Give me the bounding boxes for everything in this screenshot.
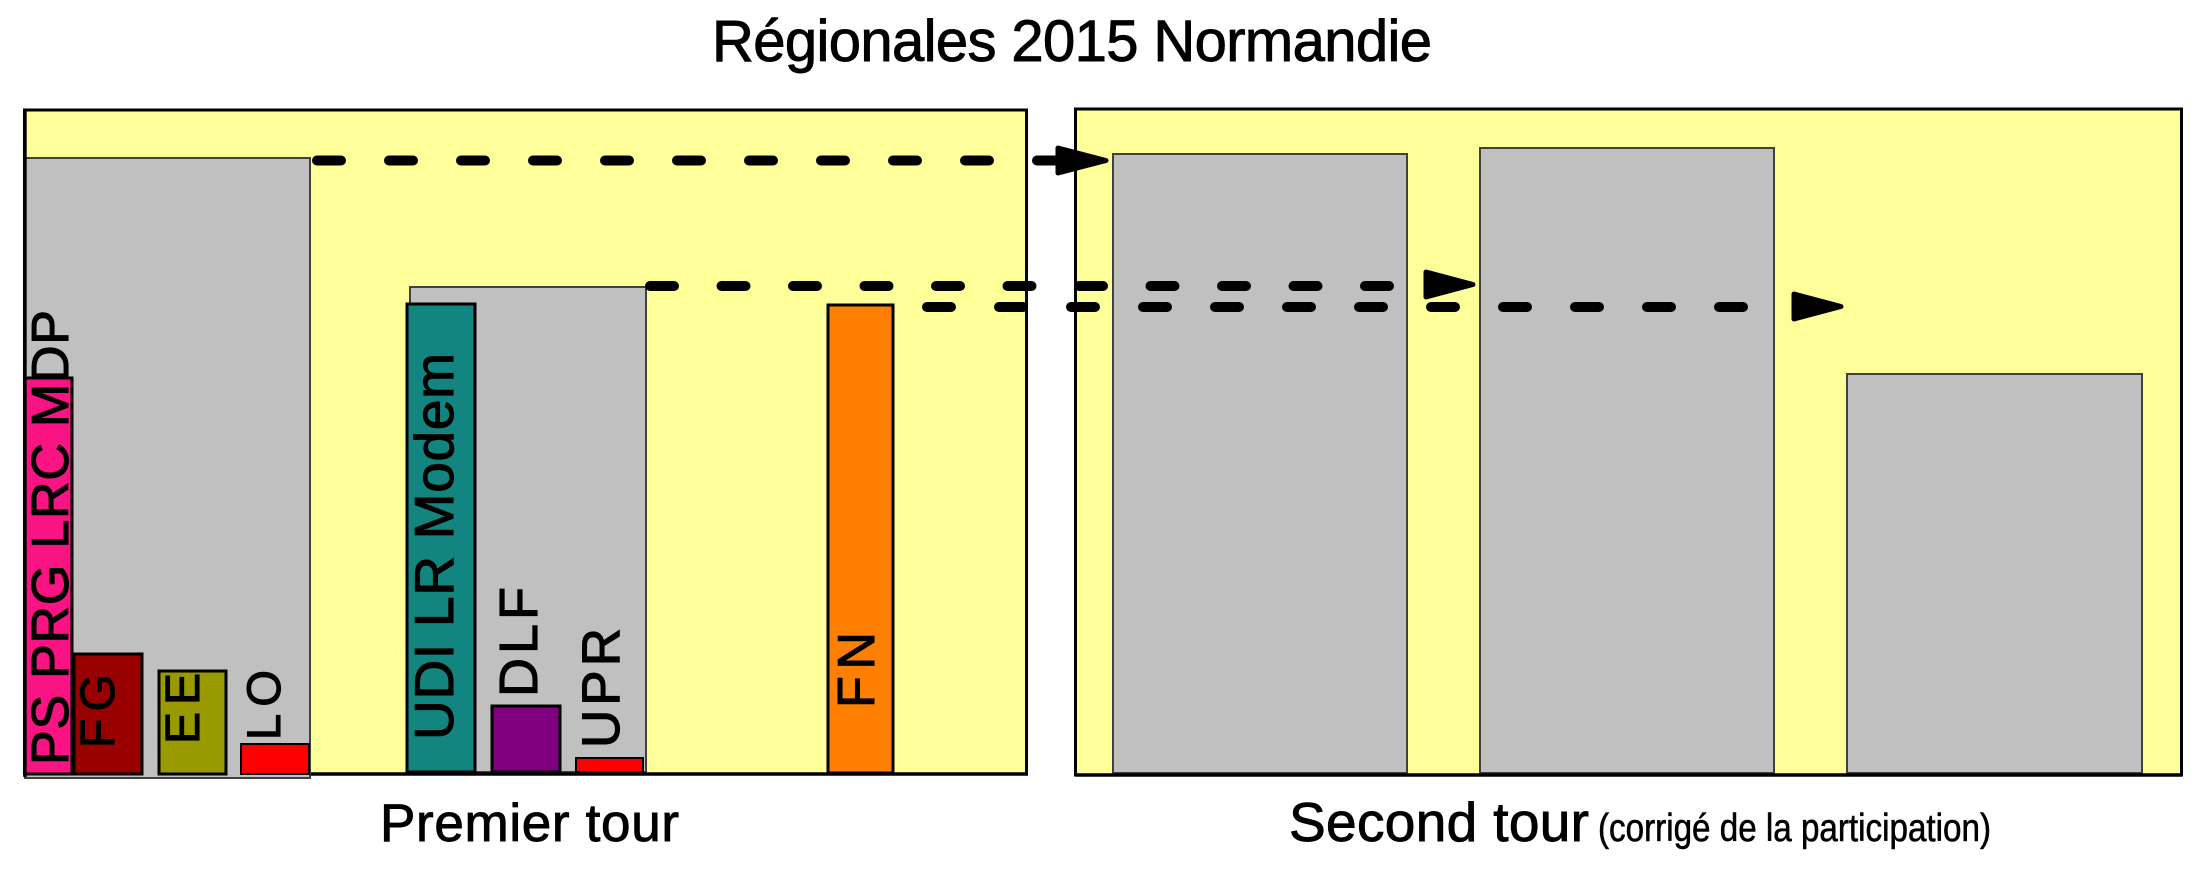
svg-text:(corrigé de la participation): (corrigé de la participation) [1598,807,1991,850]
svg-text:Premier tour: Premier tour [380,794,679,853]
svg-text:FG: FG [72,674,125,748]
svg-text:PS PRG LRC MDP: PS PRG LRC MDP [22,310,80,765]
svg-text:UDI LR Modem: UDI LR Modem [403,353,465,740]
svg-text:DLF: DLF [489,587,549,697]
svg-text:FN: FN [828,632,886,708]
svg-text:Second tour: Second tour [1289,791,1589,853]
svg-text:LO: LO [237,670,290,740]
svg-text:UPR: UPR [572,628,631,748]
svg-text:Régionales 2015 Normandie: Régionales 2015 Normandie [712,9,1432,74]
